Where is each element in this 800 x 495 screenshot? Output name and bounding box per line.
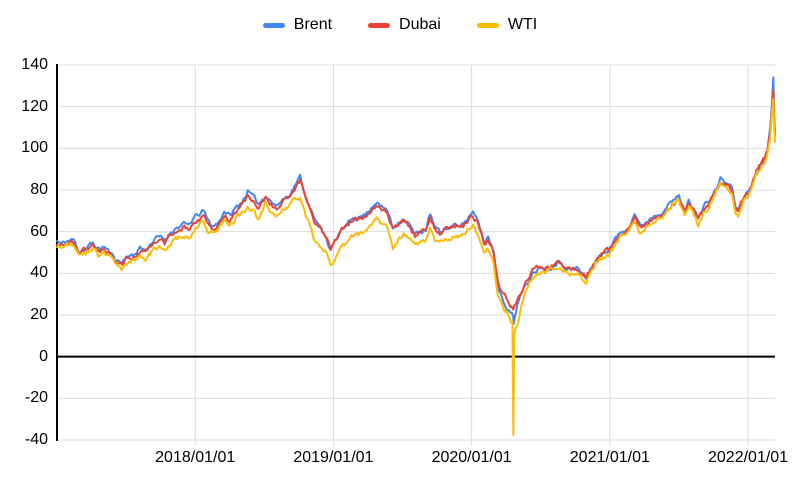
y-axis-tick-label: -20: [24, 389, 48, 407]
legend-label-brent: Brent: [293, 16, 333, 33]
series-line-brent: [56, 76, 776, 325]
legend-item-brent: Brent: [262, 16, 333, 34]
y-axis-tick-label: -40: [24, 431, 48, 448]
x-axis-tick-label: 2020/01/01: [431, 449, 512, 466]
y-axis-tick-label: 100: [21, 139, 48, 157]
wti-line-swatch-icon: [476, 22, 499, 28]
x-axis-tick-label: 2018/01/01: [155, 449, 236, 466]
legend-item-wti: WTI: [476, 16, 538, 34]
legend-item-dubai: Dubai: [368, 16, 441, 34]
series-line-dubai: [56, 89, 776, 311]
chart-legend: Brent Dubai WTI: [0, 16, 800, 34]
y-axis-tick-label: 140: [21, 56, 48, 73]
y-axis-tick-label: 80: [30, 181, 48, 198]
y-axis-tick-label: 120: [21, 97, 48, 115]
brent-line-swatch-icon: [262, 22, 285, 28]
x-axis-tick-label: 2021/01/01: [569, 449, 650, 466]
legend-label-wti: WTI: [507, 16, 538, 33]
y-axis-tick-label: 60: [30, 222, 48, 240]
y-axis-tick-label: 0: [39, 347, 48, 365]
dubai-line-swatch-icon: [368, 22, 391, 28]
series-line-wti: [56, 98, 776, 436]
y-axis-tick-label: 40: [30, 264, 48, 282]
legend-label-dubai: Dubai: [399, 16, 441, 33]
y-axis-tick-label: 20: [30, 306, 48, 323]
x-axis-tick-label: 2019/01/01: [293, 449, 374, 466]
x-axis-tick-label: 2022/01/01: [708, 449, 789, 466]
